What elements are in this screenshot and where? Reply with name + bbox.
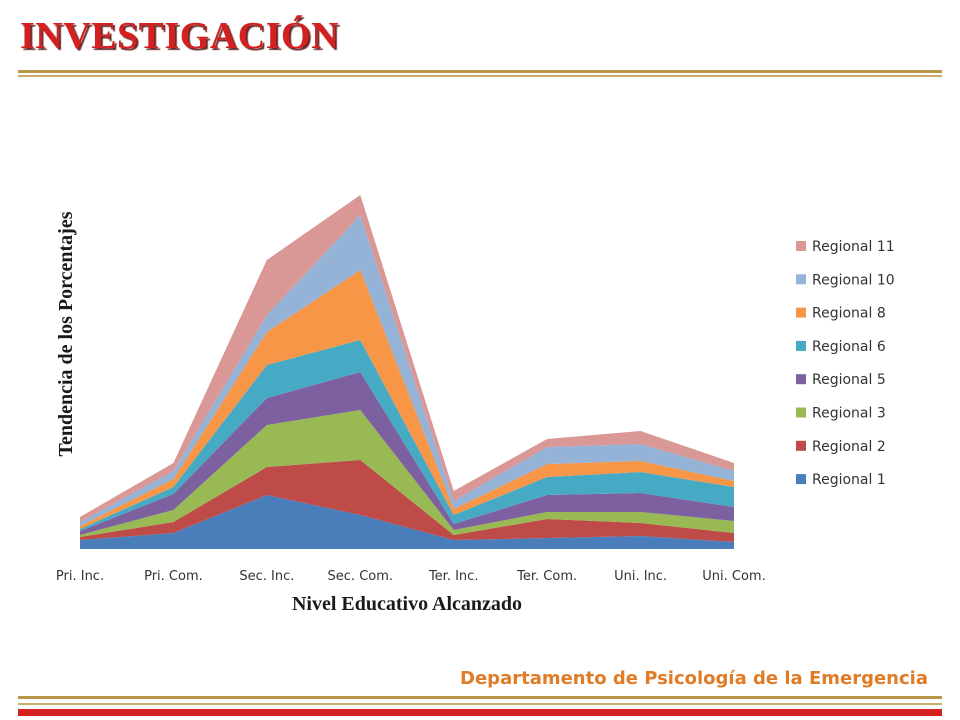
legend-label: Regional 11 — [812, 239, 895, 255]
legend-label: Regional 1 — [812, 472, 886, 488]
area-regional-3 — [80, 410, 734, 537]
legend-item-regional-2: Regional 2 — [796, 439, 886, 455]
legend-label: Regional 10 — [812, 272, 895, 288]
legend-item-regional-1: Regional 1 — [796, 472, 886, 488]
x-tick-label: Sec. Inc. — [239, 569, 294, 584]
legend-label: Regional 8 — [812, 306, 886, 322]
title-rule-top — [18, 70, 942, 73]
area-regional-10 — [80, 215, 734, 526]
x-tick-label: Uni. Inc. — [614, 569, 667, 584]
department-footer: Departamento de Psicología de la Emergen… — [460, 668, 928, 689]
footer-rule-top — [18, 696, 942, 699]
footer-rule-middle — [18, 703, 942, 705]
area-regional-2 — [80, 460, 734, 542]
legend-swatch — [796, 374, 806, 385]
legend-item-regional-11: Regional 11 — [796, 239, 895, 255]
area-regional-8 — [80, 270, 734, 529]
x-tick-label: Uni. Com. — [702, 569, 765, 584]
chart-legend: Regional 11 Regional 10 Regional 8 Regional… — [796, 239, 895, 488]
legend-swatch — [796, 274, 806, 285]
area-regional-6 — [80, 340, 734, 531]
legend-item-regional-6: Regional 6 — [796, 339, 886, 355]
legend-swatch — [796, 307, 806, 318]
x-axis-label: Nivel Educativo Alcanzado — [292, 593, 522, 615]
area-series-group — [80, 195, 734, 549]
legend-item-regional-8: Regional 8 — [796, 306, 886, 322]
title-rule-bottom — [18, 75, 942, 77]
x-tick-label: Pri. Com. — [144, 569, 203, 584]
area-regional-5 — [80, 372, 734, 535]
legend-swatch — [796, 440, 806, 451]
legend-label: Regional 5 — [812, 372, 886, 388]
legend-swatch — [796, 407, 806, 418]
area-regional-1 — [80, 495, 734, 549]
area-regional-11 — [80, 195, 734, 522]
x-tick-label: Ter. Com. — [516, 569, 577, 584]
x-tick-label: Ter. Inc. — [428, 569, 479, 584]
x-tick-label: Sec. Com. — [328, 569, 394, 584]
legend-swatch — [796, 241, 806, 251]
legend-label: Regional 3 — [812, 406, 886, 422]
legend-swatch — [796, 474, 806, 485]
slide-title: INVESTIGACIÓN — [20, 15, 340, 57]
legend-item-regional-5: Regional 5 — [796, 372, 886, 388]
footer-bar — [18, 709, 942, 716]
legend-label: Regional 6 — [812, 339, 886, 355]
legend-item-regional-10: Regional 10 — [796, 272, 895, 288]
x-tick-label: Pri. Inc. — [56, 569, 104, 584]
legend-item-regional-3: Regional 3 — [796, 406, 886, 422]
y-axis-label: Tendencia de los Porcentajes — [55, 211, 77, 456]
legend-label: Regional 2 — [812, 439, 886, 455]
legend-swatch — [796, 340, 806, 351]
x-tick-labels: Pri. Inc. Pri. Com. Sec. Inc. Sec. Com. Ter.… — [56, 569, 766, 584]
